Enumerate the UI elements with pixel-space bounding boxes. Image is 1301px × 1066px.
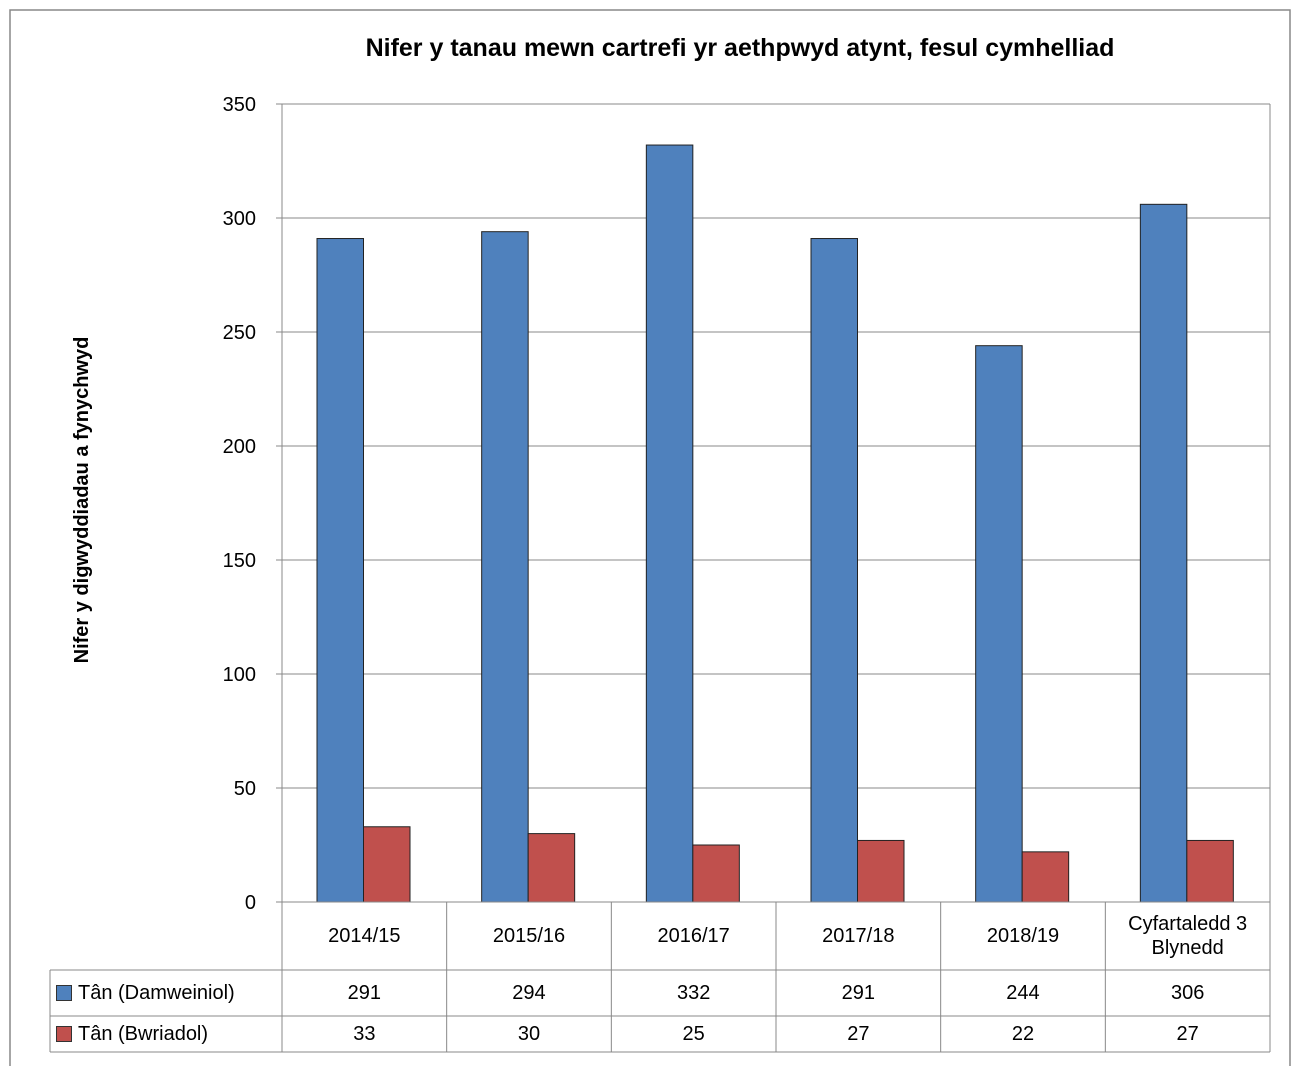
data-label: 244 bbox=[1006, 982, 1040, 1004]
y-tick-label: 300 bbox=[223, 208, 256, 230]
y-tick-label: 150 bbox=[223, 550, 256, 572]
data-label: 33 bbox=[353, 1023, 376, 1045]
bar bbox=[975, 345, 1023, 903]
x-tick-label: 2018/19 bbox=[986, 925, 1060, 947]
y-tick-label: 250 bbox=[223, 322, 256, 344]
bar bbox=[363, 826, 411, 903]
y-axis-label: Nifer y digwyddiadau a fynychwyd bbox=[71, 337, 93, 664]
data-label: 291 bbox=[841, 982, 876, 1004]
data-label: 30 bbox=[517, 1023, 541, 1045]
y-tick-label: 350 bbox=[223, 94, 256, 116]
chart-frame bbox=[9, 9, 1291, 1066]
data-label: 291 bbox=[347, 982, 382, 1004]
data-label: 27 bbox=[847, 1023, 870, 1045]
x-tick-label: 2015/16 bbox=[492, 925, 566, 947]
x-tick-label: 2017/18 bbox=[822, 925, 895, 947]
legend-entry: Tân (Bwriadol) bbox=[56, 1016, 208, 1052]
chart-title: Nifer y tanau mewn cartrefi yr aethpwyd … bbox=[366, 34, 1115, 62]
bar bbox=[1186, 839, 1234, 903]
y-tick-label: 50 bbox=[234, 778, 256, 800]
y-tick-label: 100 bbox=[223, 664, 256, 686]
x-tick-label: Cyfartaledd 3 Blynedd bbox=[1128, 913, 1248, 959]
legend-label: Tân (Damweiniol) bbox=[78, 981, 235, 1004]
y-tick-label: 200 bbox=[223, 436, 256, 458]
bar bbox=[1139, 203, 1188, 903]
x-tick-label: 2014/15 bbox=[328, 925, 401, 947]
bar bbox=[527, 833, 576, 903]
legend-entry: Tân (Damweiniol) bbox=[56, 970, 235, 1016]
bar bbox=[1021, 851, 1070, 903]
data-label: 294 bbox=[512, 982, 546, 1004]
data-label: 306 bbox=[1170, 982, 1205, 1004]
data-label: 332 bbox=[676, 982, 711, 1004]
legend-key bbox=[56, 985, 72, 1001]
bar bbox=[810, 238, 858, 903]
bar bbox=[645, 144, 694, 903]
bar bbox=[692, 844, 740, 903]
y-tick-label: 0 bbox=[245, 892, 256, 914]
legend-key bbox=[56, 1026, 72, 1042]
bar bbox=[316, 238, 364, 903]
bar bbox=[481, 231, 529, 903]
legend-label: Tân (Bwriadol) bbox=[78, 1022, 209, 1045]
x-tick-label: 2016/17 bbox=[657, 925, 730, 947]
bar bbox=[857, 839, 905, 903]
data-label: 25 bbox=[682, 1023, 705, 1045]
data-label: 27 bbox=[1176, 1023, 1199, 1045]
data-label: 22 bbox=[1011, 1023, 1035, 1045]
